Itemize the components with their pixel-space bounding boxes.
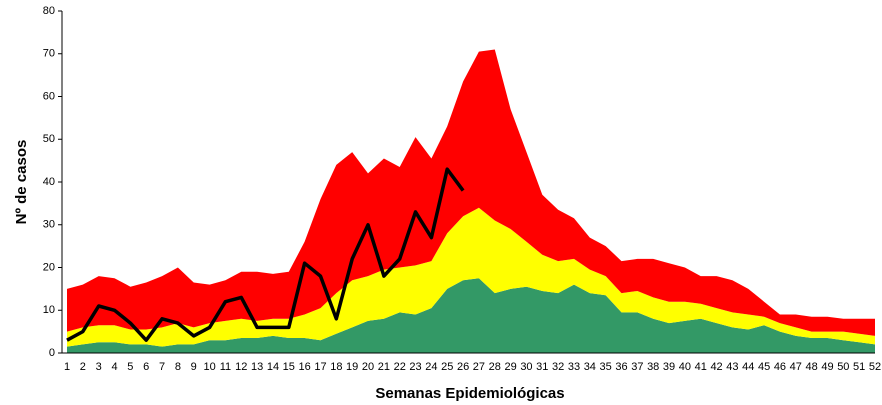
x-tick-label: 49 [821, 361, 833, 373]
x-tick-label: 29 [504, 361, 516, 373]
y-tick-label: 50 [43, 133, 55, 145]
y-tick-label: 10 [43, 304, 55, 316]
x-tick-label: 22 [394, 361, 406, 373]
area [67, 49, 875, 336]
x-tick-label: 17 [314, 361, 326, 373]
area [67, 278, 875, 353]
y-tick-label: 40 [43, 176, 55, 188]
x-tick-label: 6 [143, 361, 149, 373]
x-tick-label: 2 [80, 361, 86, 373]
x-tick-label: 13 [251, 361, 263, 373]
x-tick-label: 34 [584, 361, 596, 373]
x-tick-label: 1 [64, 361, 70, 373]
x-tick-label: 35 [600, 361, 612, 373]
x-tick-label: 18 [330, 361, 342, 373]
x-tick-label: 7 [159, 361, 165, 373]
x-tick-label: 12 [235, 361, 247, 373]
x-tick-label: 28 [489, 361, 501, 373]
y-tick-label: 80 [43, 5, 55, 17]
x-tick-label: 41 [695, 361, 707, 373]
x-tick-label: 50 [837, 361, 849, 373]
y-axis-title: Nº de casos [13, 140, 30, 225]
x-tick-label: 43 [726, 361, 738, 373]
x-tick-label: 20 [362, 361, 374, 373]
x-tick-label: 24 [425, 361, 437, 373]
x-tick-label: 19 [346, 361, 358, 373]
x-tick-label: 48 [806, 361, 818, 373]
x-tick-label: 10 [203, 361, 215, 373]
x-tick-label: 52 [869, 361, 881, 373]
y-tick-label: 70 [43, 48, 55, 60]
y-tick-label: 30 [43, 219, 55, 231]
x-tick-label: 9 [191, 361, 197, 373]
area [67, 207, 875, 347]
x-tick-label: 45 [758, 361, 770, 373]
x-tick-label: 51 [853, 361, 865, 373]
x-tick-label: 16 [299, 361, 311, 373]
x-tick-label: 44 [742, 361, 754, 373]
x-tick-label: 27 [473, 361, 485, 373]
x-tick-label: 38 [647, 361, 659, 373]
x-tick-label: 21 [378, 361, 390, 373]
x-tick-label: 14 [267, 361, 279, 373]
x-tick-label: 5 [127, 361, 133, 373]
x-tick-label: 30 [520, 361, 532, 373]
x-tick-label: 47 [790, 361, 802, 373]
x-tick-label: 8 [175, 361, 181, 373]
y-tick-label: 60 [43, 90, 55, 102]
x-tick-label: 33 [568, 361, 580, 373]
x-axis-title: Semanas Epidemiológicas [375, 385, 564, 402]
line [66, 167, 465, 342]
x-tick-label: 23 [409, 361, 421, 373]
y-tick-label: 20 [43, 261, 55, 273]
x-tick-label: 36 [615, 361, 627, 373]
x-tick-label: 40 [679, 361, 691, 373]
x-tick-label: 39 [663, 361, 675, 373]
x-tick-label: 26 [457, 361, 469, 373]
x-tick-label: 15 [283, 361, 295, 373]
x-tick-label: 11 [220, 361, 231, 373]
x-tick-label: 32 [552, 361, 564, 373]
x-tick-label: 4 [111, 361, 117, 373]
x-tick-label: 37 [631, 361, 643, 373]
y-tick-label: 0 [49, 347, 55, 359]
x-tick-label: 46 [774, 361, 786, 373]
x-tick-label: 42 [710, 361, 722, 373]
x-tick-label: 31 [536, 361, 548, 373]
x-tick-label: 25 [441, 361, 453, 373]
x-tick-label: 3 [96, 361, 102, 373]
